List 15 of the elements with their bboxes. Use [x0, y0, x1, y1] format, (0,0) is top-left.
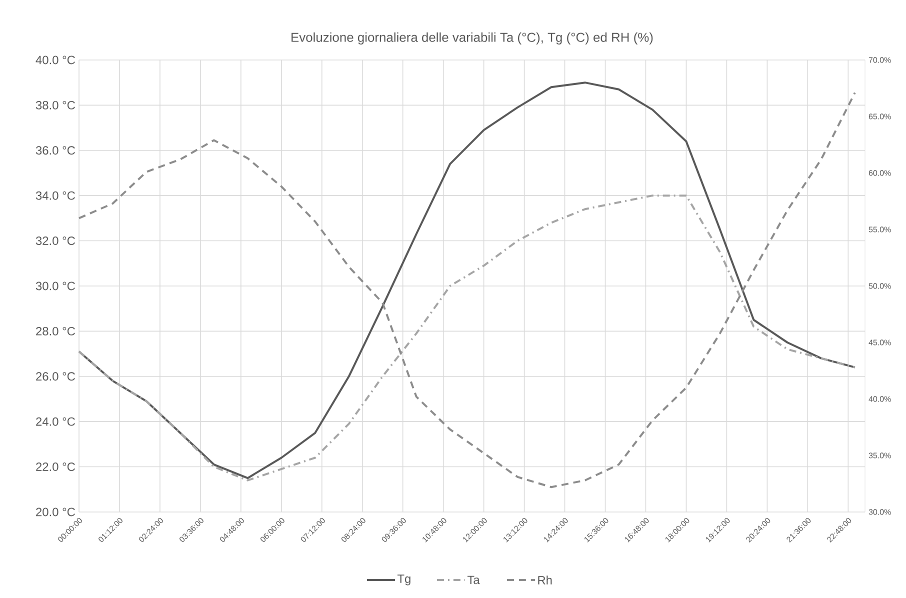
legend-label: Tg: [397, 574, 410, 586]
y-tick-label: 20.0 °C: [36, 508, 76, 516]
y-tick-label: 24.0 °C: [36, 417, 76, 426]
y-tick-label: 32.0 °C: [36, 236, 76, 246]
legend-label: Rh: [538, 576, 552, 584]
y-tick-label: 36.0 °C: [36, 146, 76, 155]
y-tick-label: 28.0 °C: [36, 326, 76, 336]
y-tick-label: 26.0 °C: [36, 372, 76, 381]
y-tick-label: 30.0 °C: [36, 282, 76, 290]
y-tick-label: 34.0 °C: [36, 191, 76, 200]
y-tick-label: 22.0 °C: [36, 462, 76, 472]
legend-label: Ta: [467, 576, 480, 584]
y-tick-label: 38.0 °C: [36, 100, 76, 110]
chart-title: Evoluzione giornaliera delle variabili Ta (°C), Tg (°C) ed RH (%): [292, 32, 653, 44]
y-tick-label: 40.0 °C: [36, 56, 76, 64]
